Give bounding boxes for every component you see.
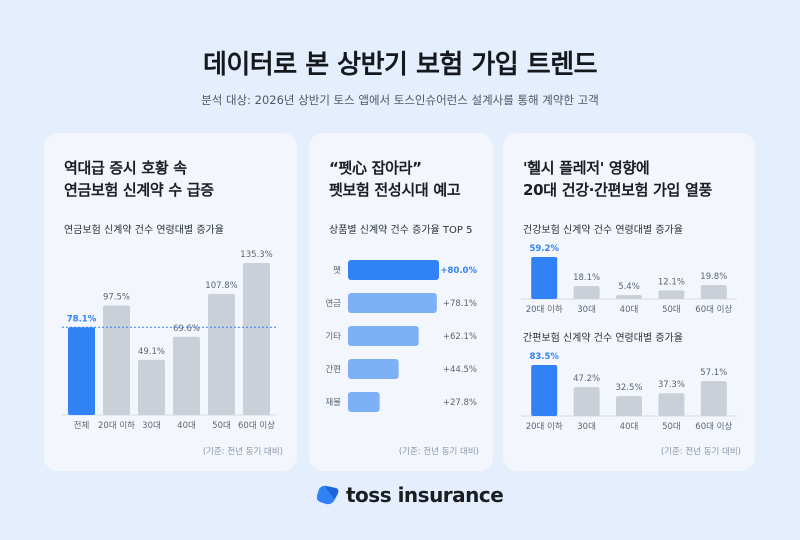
- bar: [138, 359, 165, 415]
- bar: [658, 290, 685, 299]
- x-tick-label: 50대: [662, 422, 681, 432]
- bar: [573, 286, 600, 299]
- health-age-bar-chart: 59.2% 20대 이하 18.1% 30대 5.4% 40대 12.1% 50대 19.8% 6…: [521, 244, 737, 315]
- y-tick-label: 펫: [333, 265, 341, 276]
- data-label: +44.5%: [443, 365, 477, 375]
- bar: [616, 396, 642, 416]
- x-tick-label: 30대: [577, 305, 596, 315]
- x-tick-label: 40대: [620, 305, 639, 315]
- data-label: 78.1%: [67, 314, 97, 324]
- bar: [531, 365, 558, 416]
- data-label: +80.0%: [440, 266, 477, 276]
- bar: [700, 381, 727, 416]
- bar: [103, 305, 130, 415]
- data-label: 97.5%: [103, 292, 130, 302]
- pension-card: 역대급 증시 호황 속 연금보험 신계약 수 급증 연금보험 신계약 건수 연령…: [44, 133, 297, 471]
- data-label: +27.8%: [443, 398, 477, 408]
- y-tick-label: 재물: [325, 398, 341, 408]
- data-label: 32.5%: [615, 383, 642, 393]
- pension-age-bar-chart: 78.1% 전체 97.5% 20대 이하 49.1% 30대 69.6% 40대 107.8%…: [62, 250, 276, 431]
- footnote: (기준: 전년 동기 대비): [398, 447, 479, 457]
- y-tick-label: 연금: [325, 299, 341, 309]
- pet-card: “펫心 잡아라” 펫보험 전성시대 예고 상품별 신계약 건수 증가율 TOP …: [309, 133, 493, 471]
- data-label: +78.1%: [443, 299, 477, 309]
- bar: [573, 387, 600, 416]
- x-tick-label: 20대 이하: [526, 304, 563, 315]
- pet-card-heading: “펫心 잡아라” 펫보험 전성시대 예고: [329, 157, 461, 201]
- heading-line: 역대급 증시 호황 속: [64, 159, 187, 177]
- x-tick-label: 60대 이상: [695, 421, 732, 432]
- brand-logo: toss insurance: [316, 482, 504, 508]
- simple-age-bar-chart: 83.5% 20대 이하 47.2% 30대 32.5% 40대 37.3% 50대 57.1%…: [521, 352, 737, 432]
- data-label: 5.4%: [618, 282, 640, 292]
- bar: [68, 327, 95, 415]
- data-label: 135.3%: [240, 250, 272, 260]
- data-label: 37.3%: [658, 380, 685, 390]
- bar: [348, 260, 439, 280]
- bar: [208, 293, 235, 415]
- footnote: (기준: 전년 동기 대비): [660, 447, 741, 457]
- bar: [348, 359, 399, 379]
- bar: [616, 295, 642, 299]
- page-title: 데이터로 본 상반기 보험 가입 트렌드: [202, 50, 598, 80]
- x-tick-label: 50대: [662, 305, 681, 315]
- data-label: 18.1%: [573, 273, 600, 283]
- data-label: 69.6%: [173, 324, 200, 334]
- data-label: 83.5%: [529, 352, 559, 362]
- product-top5-bar-chart: 펫 +80.0% 연금 +78.1% 기타 +62.1% 간편 +44.5% 재물 +27.8%: [325, 260, 477, 412]
- data-label: 12.1%: [658, 277, 685, 287]
- data-label: 49.1%: [138, 347, 165, 357]
- brand-name: toss insurance: [346, 483, 504, 507]
- x-tick-label: 60대 이상: [238, 420, 275, 431]
- page-subtitle: 분석 대상: 2026년 상반기 토스 앱에서 토스인슈어런스 설계사를 통해 …: [201, 93, 599, 107]
- bar: [700, 284, 727, 299]
- footnote: (기준: 전년 동기 대비): [202, 447, 283, 457]
- bar: [243, 263, 270, 415]
- y-tick-label: 간편: [325, 364, 341, 375]
- x-tick-label: 전체: [74, 420, 90, 431]
- bar: [173, 336, 200, 415]
- data-label: +62.1%: [443, 332, 477, 342]
- chart-title: 건강보험 신계약 건수 연령대별 증가율: [523, 225, 683, 236]
- chart-title: 간편보험 신계약 건수 연령대별 증가율: [523, 333, 683, 344]
- heading-line: '헬시 플레저' 영향에: [523, 159, 650, 177]
- data-label: 107.8%: [205, 281, 237, 291]
- x-tick-label: 30대: [142, 421, 161, 431]
- x-tick-label: 40대: [620, 422, 639, 432]
- bar: [658, 393, 685, 416]
- health-card-heading: '헬시 플레저' 영향에 20대 건강·간편보험 가입 열풍: [523, 157, 712, 201]
- x-tick-label: 20대 이하: [526, 421, 563, 432]
- heading-line: 20대 건강·간편보험 가입 열풍: [523, 181, 712, 199]
- data-label: 57.1%: [700, 368, 727, 378]
- bar: [348, 326, 419, 346]
- x-tick-label: 40대: [177, 421, 196, 431]
- pension-card-heading: 역대급 증시 호황 속 연금보험 신계약 수 급증: [64, 157, 214, 201]
- chart-title: 연금보험 신계약 건수 연령대별 증가율: [64, 225, 224, 236]
- data-label: 47.2%: [573, 374, 600, 384]
- chart-title: 상품별 신계약 건수 증가율 TOP 5: [329, 225, 473, 236]
- heading-line: 연금보험 신계약 수 급증: [64, 181, 214, 199]
- y-tick-label: 기타: [325, 332, 341, 342]
- data-label: 19.8%: [700, 272, 727, 282]
- bar: [348, 293, 437, 313]
- heading-line: “펫心 잡아라”: [329, 159, 422, 177]
- heading-line: 펫보험 전성시대 예고: [329, 181, 461, 199]
- x-tick-label: 20대 이하: [98, 420, 135, 431]
- x-tick-label: 50대: [212, 421, 231, 431]
- data-label: 59.2%: [529, 244, 559, 254]
- toss-logo-icon: [316, 484, 340, 506]
- x-tick-label: 30대: [577, 422, 596, 432]
- bar: [348, 392, 380, 412]
- bar: [531, 257, 558, 299]
- x-tick-label: 60대 이상: [695, 304, 732, 315]
- health-card: '헬시 플레저' 영향에 20대 건강·간편보험 가입 열풍 건강보험 신계약 …: [503, 133, 755, 471]
